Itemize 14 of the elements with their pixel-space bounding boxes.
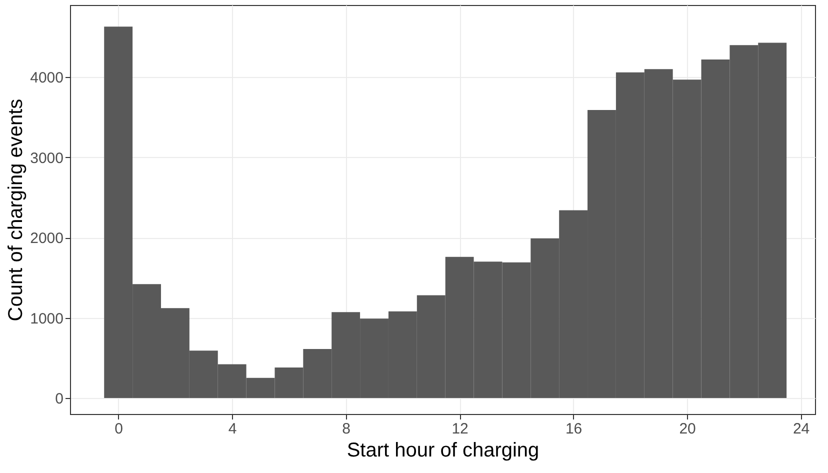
y-axis-title: Count of charging events [5,98,28,322]
x-tick-label: 20 [679,420,696,438]
y-tick-label: 0 [55,390,64,408]
y-tick-label: 3000 [30,150,64,167]
x-tick-label: 4 [228,420,237,438]
x-tick-label: 12 [452,420,468,438]
x-tick-label: 16 [565,420,582,438]
y-tick-label: 4000 [30,70,64,87]
x-axis-title: Start hour of charging [346,440,540,462]
y-tick-label: 1000 [30,310,64,328]
y-tick-label: 2000 [30,230,64,248]
x-tick-label: 24 [792,420,810,438]
x-tick-label: 8 [342,420,350,438]
x-tick-label: 0 [114,420,124,438]
